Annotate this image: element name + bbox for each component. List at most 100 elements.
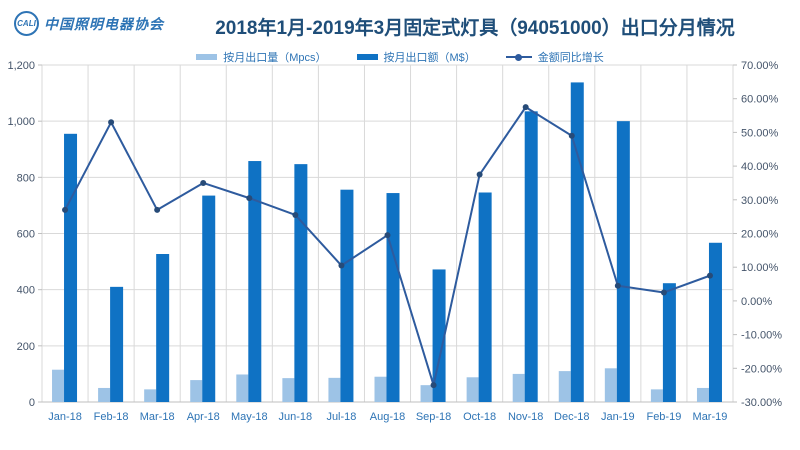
legend-item-export-value: 按月出口额（M$） xyxy=(356,49,476,65)
x-axis-label-Mar-19: Mar-19 xyxy=(693,411,728,423)
legend-item-export-volume: 按月出口量（Mpcs） xyxy=(196,49,327,65)
bar-volume-May-18 xyxy=(236,374,249,402)
growth-point-Jan-18 xyxy=(62,206,69,213)
x-axis-label-Aug-18: Aug-18 xyxy=(370,411,405,423)
bar-value-Mar-18 xyxy=(156,254,170,402)
cali-logo-icon: CALI xyxy=(14,11,39,36)
x-axis-label-Jun-18: Jun-18 xyxy=(279,411,313,423)
legend-label-growth: 金额同比增长 xyxy=(537,52,604,64)
chart-legend: 按月出口量（Mpcs） 按月出口额（M$） 金额同比增长 xyxy=(0,49,800,65)
bar-volume-Mar-19 xyxy=(696,387,709,402)
growth-point-Feb-18 xyxy=(108,119,115,126)
bar-value-Jan-18 xyxy=(64,133,78,402)
right-axis-label: -20.00% xyxy=(741,363,782,375)
right-axis-label: -30.00% xyxy=(741,397,782,409)
legend-label-value: 按月出口额（M$） xyxy=(383,52,476,64)
page-title: 2018年1月-2019年3月固定式灯具（94051000）出口分月情况 xyxy=(215,18,735,39)
bar-volume-Jan-19 xyxy=(604,368,617,402)
left-axis-label: 1,000 xyxy=(7,116,35,128)
bars-export-value xyxy=(64,82,722,403)
x-axis-label-Nov-18: Nov-18 xyxy=(508,411,543,423)
left-axis-label: 800 xyxy=(17,172,35,184)
bar-volume-Apr-18 xyxy=(190,380,203,402)
legend-label-volume: 按月出口量（Mpcs） xyxy=(223,52,327,64)
legend-swatch-volume-bar xyxy=(196,54,218,60)
left-axis-label: 200 xyxy=(17,341,35,353)
x-axis-label-May-18: May-18 xyxy=(231,411,268,423)
bar-volume-Dec-18 xyxy=(558,371,571,402)
bar-volume-Aug-18 xyxy=(374,376,387,402)
x-axis-label-Apr-18: Apr-18 xyxy=(187,411,220,423)
right-axis-label: 0.00% xyxy=(741,296,772,308)
growth-point-Nov-18 xyxy=(522,104,529,111)
right-axis-label: 50.00% xyxy=(741,127,779,139)
bar-value-Nov-18 xyxy=(524,111,538,403)
legend-marker-dot-icon xyxy=(514,53,522,61)
growth-point-Mar-19 xyxy=(706,272,713,279)
axis-x-labels: Jan-18 Feb-18 Mar-18 Apr-18 May-18 Jun-18 Jul-… xyxy=(48,411,727,423)
bar-value-Apr-18 xyxy=(202,195,216,402)
growth-point-May-18 xyxy=(246,195,253,202)
growth-point-Jun-18 xyxy=(292,211,299,218)
bar-volume-Sep-18 xyxy=(420,385,433,402)
x-axis-label-Jul-18: Jul-18 xyxy=(326,411,356,423)
growth-point-Dec-18 xyxy=(568,132,575,139)
bar-volume-Nov-18 xyxy=(512,373,525,402)
right-axis-label: 10.00% xyxy=(741,262,779,274)
x-axis-label-Jan-19: Jan-19 xyxy=(601,411,635,423)
growth-point-Jan-19 xyxy=(614,282,621,289)
right-axis-label: 60.00% xyxy=(741,94,779,106)
growth-point-Sep-18 xyxy=(430,382,437,389)
bar-volume-Feb-19 xyxy=(650,389,663,402)
growth-point-Aug-18 xyxy=(384,232,391,239)
bar-value-Jun-18 xyxy=(294,164,308,402)
bar-value-Jan-19 xyxy=(616,121,630,403)
bar-value-Aug-18 xyxy=(386,193,400,402)
legend-swatch-growth-line xyxy=(505,53,532,61)
bar-value-Dec-18 xyxy=(570,82,584,402)
x-axis-label-Oct-18: Oct-18 xyxy=(463,411,496,423)
growth-line-markers xyxy=(62,104,713,389)
bar-value-May-18 xyxy=(248,161,262,402)
right-axis-label: 20.00% xyxy=(741,229,779,241)
growth-point-Jul-18 xyxy=(338,262,345,269)
axis-right-labels: 70.00% 60.00% 50.00% 40.00% 30.00% 20.00% 10.0… xyxy=(741,60,782,409)
legend-item-growth: 金额同比增长 xyxy=(505,49,604,65)
x-axis-label-Dec-18: Dec-18 xyxy=(554,411,589,423)
bar-value-Jul-18 xyxy=(340,189,354,402)
bar-value-Oct-18 xyxy=(478,192,492,402)
x-axis-label-Feb-19: Feb-19 xyxy=(646,411,681,423)
left-axis-label: 400 xyxy=(17,285,35,297)
bar-volume-Jan-18 xyxy=(52,369,65,402)
x-axis-label-Feb-18: Feb-18 xyxy=(94,411,129,423)
right-axis-label: 40.00% xyxy=(741,161,779,173)
x-axis-label-Mar-18: Mar-18 xyxy=(140,411,175,423)
left-axis-label: 1,200 xyxy=(7,60,35,72)
left-axis-label: 0 xyxy=(29,397,35,409)
bar-volume-Oct-18 xyxy=(466,377,479,402)
bar-value-Feb-18 xyxy=(110,286,124,402)
growth-point-Oct-18 xyxy=(476,171,483,178)
bar-value-Sep-18 xyxy=(432,269,446,402)
bar-volume-Jun-18 xyxy=(282,378,295,402)
legend-swatch-value-bar xyxy=(356,54,378,60)
logo-org-name: 中国照明电器协会 xyxy=(44,15,164,32)
right-axis-label: 30.00% xyxy=(741,195,779,207)
growth-point-Mar-18 xyxy=(154,206,161,213)
axis-left-labels: 1,200 1,000 800 600 400 200 0 xyxy=(7,60,35,409)
bar-volume-Feb-18 xyxy=(98,387,111,402)
left-axis-label: 600 xyxy=(17,229,35,241)
x-axis-label-Sep-18: Sep-18 xyxy=(416,411,451,423)
growth-point-Apr-18 xyxy=(200,179,207,186)
x-axis-label-Jan-18: Jan-18 xyxy=(48,411,82,423)
bar-value-Mar-19 xyxy=(708,242,722,402)
bars-export-volume xyxy=(52,368,709,402)
right-axis-label: 70.00% xyxy=(741,60,779,72)
bar-value-Feb-19 xyxy=(662,283,676,402)
growth-point-Feb-19 xyxy=(660,289,667,296)
header: CALI 中国照明电器协会 2018年1月-2019年3月固定式灯具（94051… xyxy=(0,0,800,46)
bar-volume-Jul-18 xyxy=(328,377,341,402)
cali-logo: CALI 中国照明电器协会 xyxy=(14,11,164,36)
bar-volume-Mar-18 xyxy=(144,389,157,402)
